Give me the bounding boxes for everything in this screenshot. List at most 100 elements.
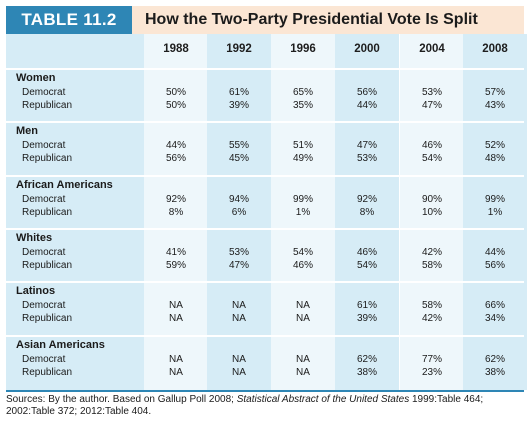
party-label: Democrat [22,140,66,151]
table-cell: 1% [295,207,311,218]
table-cell: 50% [165,100,186,111]
year-column-2008 [463,34,527,390]
group-label: Women [16,72,56,84]
group-separator [6,68,524,70]
table-cell: 41% [165,247,186,258]
group-label: Men [16,125,38,137]
party-label: Republican [22,153,73,164]
group-separator [6,121,524,123]
table-cell: 46% [292,260,313,271]
table-cell: 46% [356,247,377,258]
year-header: 2008 [482,43,508,55]
party-label: Democrat [22,247,66,258]
table-cell: 66% [484,300,505,311]
group-separator [6,175,524,177]
table-cell: 8% [359,207,375,218]
table-cell: 50% [165,87,186,98]
group-label: Asian Americans [16,339,105,351]
table-cell: 92% [165,194,186,205]
table-cell: NA [232,313,246,324]
table-cell: 56% [484,260,505,271]
year-header: 1996 [290,43,316,55]
year-column-1992 [207,34,271,390]
table-cell: 42% [421,247,442,258]
row-label-column [6,34,144,390]
table-cell: 90% [421,194,442,205]
year-header: 2000 [354,43,380,55]
table-number-label: TABLE 11.2 [6,6,132,34]
table-cell: 92% [356,194,377,205]
year-header: 1992 [226,43,252,55]
group-label: Latinos [16,285,56,297]
table-cell: 52% [484,140,505,151]
party-label: Democrat [22,354,66,365]
group-label: African Americans [16,179,113,191]
table-cell: 43% [484,100,505,111]
table-cell: 57% [484,87,505,98]
table-cell: NA [296,367,310,378]
table-cell: 38% [484,367,505,378]
table-cell: 38% [356,367,377,378]
table-cell: NA [296,313,310,324]
table-cell: 56% [165,153,186,164]
data-table: 1988 1992 1996 2000 2004 2008 Women Democrat 50… [6,34,527,392]
year-column-1988 [144,34,208,390]
table-cell: 94% [228,194,249,205]
table-cell: NA [169,313,183,324]
source-note: Sources: By the author. Based on Gallup … [6,394,524,418]
table-cell: 77% [421,354,442,365]
table-cell: 39% [228,100,249,111]
table-cell: NA [169,300,183,311]
table-cell: NA [232,354,246,365]
table-cell: 62% [356,354,377,365]
table-cell: 61% [356,300,377,311]
table-cell: NA [232,300,246,311]
party-label: Democrat [22,194,66,205]
table-cell: 45% [228,153,249,164]
source-note-italic: Statistical Abstract of the United State… [236,394,410,405]
table-cell: 54% [421,153,442,164]
table-cell: 54% [292,247,313,258]
table-cell: 44% [165,140,186,151]
table-cell: 44% [356,100,377,111]
table-cell: 58% [421,260,442,271]
table-cell: 99% [292,194,313,205]
party-label: Republican [22,367,73,378]
table-cell: 49% [292,153,313,164]
year-column-2000 [335,34,399,390]
table-cell: 8% [168,207,184,218]
source-note-prefix: Sources: By the author. Based on Gallup … [6,394,237,405]
source-note-suffix: 1999:Table 464; 2002:Table 372; 2012:Tab… [6,394,484,417]
table-cell: 35% [292,100,313,111]
table-cell: 53% [228,247,249,258]
table-cell: 23% [421,367,442,378]
year-header: 1988 [163,43,189,55]
table-cell: 54% [356,260,377,271]
table-cell: 6% [231,207,247,218]
party-label: Republican [22,207,73,218]
year-column-1996 [271,34,335,390]
party-label: Democrat [22,87,66,98]
table-cell: NA [296,300,310,311]
table-cell: 47% [356,140,377,151]
table-cell: 47% [421,100,442,111]
table-cell: 48% [484,153,505,164]
table-cell: 99% [484,194,505,205]
table-cell: 34% [484,313,505,324]
group-separator [6,281,524,283]
group-label: Whites [16,232,53,244]
table-cell: 56% [356,87,377,98]
table-cell: 53% [421,87,442,98]
table-cell: NA [232,367,246,378]
table-cell: NA [169,354,183,365]
table-cell: 10% [421,207,442,218]
table-cell: 46% [421,140,442,151]
table-cell: NA [296,354,310,365]
party-label: Democrat [22,300,66,311]
table-title: How the Two-Party Presidential Vote Is S… [145,11,478,28]
table-cell: 42% [421,313,442,324]
table-cell: 47% [228,260,249,271]
group-separator [6,335,524,337]
table-cell: 51% [292,140,313,151]
party-label: Republican [22,100,73,111]
